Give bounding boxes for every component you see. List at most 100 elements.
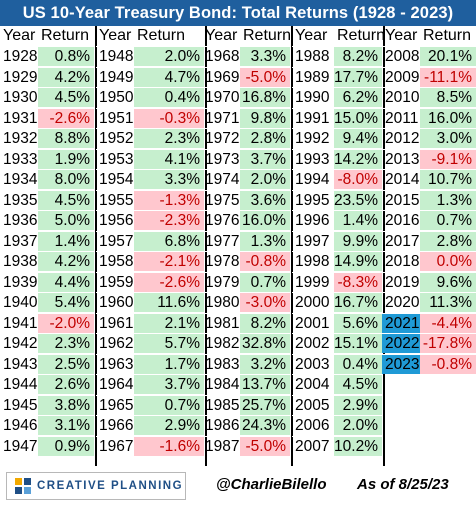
- year-cell: 2018: [382, 251, 420, 271]
- as-of-date: As of 8/25/23: [357, 476, 449, 493]
- return-cell: 4.1%: [134, 148, 204, 169]
- year-cell: 1983: [202, 353, 240, 374]
- return-cell: 2.9%: [134, 415, 204, 435]
- return-cell: 16.0%: [420, 107, 476, 128]
- return-cell: 13.7%: [240, 374, 290, 394]
- year-cell: 2023: [382, 353, 420, 374]
- return-cell: -8.3%: [334, 271, 382, 292]
- year-cell: 1971: [202, 107, 240, 128]
- year-cell: 1944: [0, 374, 38, 394]
- year-cell: 1990: [292, 87, 334, 107]
- year-cell: 1943: [0, 353, 38, 374]
- return-cell: 10.2%: [334, 435, 382, 456]
- year-cell: 2015: [382, 189, 420, 210]
- year-cell: 1933: [0, 148, 38, 169]
- return-cell: -0.8%: [240, 251, 290, 271]
- year-cell: 2012: [382, 128, 420, 148]
- year-cell: 1957: [96, 230, 134, 251]
- year-cell: 2000: [292, 292, 334, 312]
- return-cell: 1.3%: [420, 189, 476, 210]
- return-cell: -9.1%: [420, 148, 476, 169]
- return-cell: 1.4%: [334, 210, 382, 230]
- year-cell: 1995: [292, 189, 334, 210]
- return-cell: 23.5%: [334, 189, 382, 210]
- footer: CREATIVE PLANNING @CharlieBilello As of …: [0, 466, 476, 505]
- year-cell: 1992: [292, 128, 334, 148]
- year-cell: 1968: [202, 46, 240, 66]
- year-cell: 2022: [382, 333, 420, 353]
- return-cell: -2.1%: [134, 251, 204, 271]
- year-cell: 1940: [0, 292, 38, 312]
- year-cell: 1934: [0, 169, 38, 189]
- return-cell: 1.4%: [38, 230, 94, 251]
- return-cell: 3.6%: [240, 189, 290, 210]
- return-cell: 9.4%: [334, 128, 382, 148]
- year-cell: 1973: [202, 148, 240, 169]
- return-cell: 1.3%: [240, 230, 290, 251]
- year-cell: 1976: [202, 210, 240, 230]
- return-cell: 2.3%: [134, 128, 204, 148]
- return-cell: 2.9%: [334, 394, 382, 415]
- return-cell: 8.2%: [334, 46, 382, 66]
- year-cell: 1964: [96, 374, 134, 394]
- return-cell: 14.2%: [334, 148, 382, 169]
- year-column-header: Year: [3, 27, 36, 44]
- return-cell: -1.6%: [134, 435, 204, 456]
- year-cell: 1975: [202, 189, 240, 210]
- year-cell: 2001: [292, 312, 334, 333]
- return-cell: 3.0%: [420, 128, 476, 148]
- column-separator: [95, 26, 97, 466]
- year-cell: 1988: [292, 46, 334, 66]
- return-cell: 2.8%: [240, 128, 290, 148]
- return-cell: 8.0%: [38, 169, 94, 189]
- year-cell: 1946: [0, 415, 38, 435]
- year-cell: 1936: [0, 210, 38, 230]
- return-cell: 9.8%: [240, 107, 290, 128]
- return-cell: 0.4%: [334, 353, 382, 374]
- return-cell: 16.8%: [240, 87, 290, 107]
- year-cell: 1932: [0, 128, 38, 148]
- return-column-header: Return: [423, 27, 472, 44]
- return-cell: 0.4%: [134, 87, 204, 107]
- year-cell: 1963: [96, 353, 134, 374]
- return-cell: -0.3%: [134, 107, 204, 128]
- return-cell: 9.6%: [420, 271, 476, 292]
- return-cell: 5.4%: [38, 292, 94, 312]
- return-cell: 25.7%: [240, 394, 290, 415]
- year-cell: 1979: [202, 271, 240, 292]
- year-cell: 1949: [96, 66, 134, 87]
- author-handle: @CharlieBilello: [216, 476, 327, 493]
- return-cell: 11.3%: [420, 292, 476, 312]
- return-cell: 16.0%: [240, 210, 290, 230]
- return-cell: -8.0%: [334, 169, 382, 189]
- return-cell: -11.1%: [420, 66, 476, 87]
- year-cell: 2016: [382, 210, 420, 230]
- year-cell: 1947: [0, 435, 38, 456]
- return-cell: -0.8%: [420, 353, 476, 374]
- year-cell: 1977: [202, 230, 240, 251]
- year-cell: 1958: [96, 251, 134, 271]
- return-cell: 9.9%: [334, 230, 382, 251]
- return-cell: 4.2%: [38, 251, 94, 271]
- return-cell: 15.0%: [334, 107, 382, 128]
- return-cell: 8.5%: [420, 87, 476, 107]
- return-cell: -3.0%: [240, 292, 290, 312]
- year-cell: 1993: [292, 148, 334, 169]
- year-cell: 1989: [292, 66, 334, 87]
- year-column-header: Year: [385, 27, 418, 44]
- year-cell: 1930: [0, 87, 38, 107]
- return-cell: 4.4%: [38, 271, 94, 292]
- return-cell: 8.2%: [240, 312, 290, 333]
- year-cell: 2009: [382, 66, 420, 87]
- year-cell: 2003: [292, 353, 334, 374]
- year-cell: 1984: [202, 374, 240, 394]
- year-cell: 2017: [382, 230, 420, 251]
- return-cell: -2.3%: [134, 210, 204, 230]
- year-cell: 1931: [0, 107, 38, 128]
- return-cell: 3.2%: [240, 353, 290, 374]
- year-cell: 1965: [96, 394, 134, 415]
- table-title: US 10-Year Treasury Bond: Total Returns …: [0, 0, 476, 26]
- return-cell: 3.1%: [38, 415, 94, 435]
- return-cell: 0.8%: [38, 46, 94, 66]
- year-cell: 1967: [96, 435, 134, 456]
